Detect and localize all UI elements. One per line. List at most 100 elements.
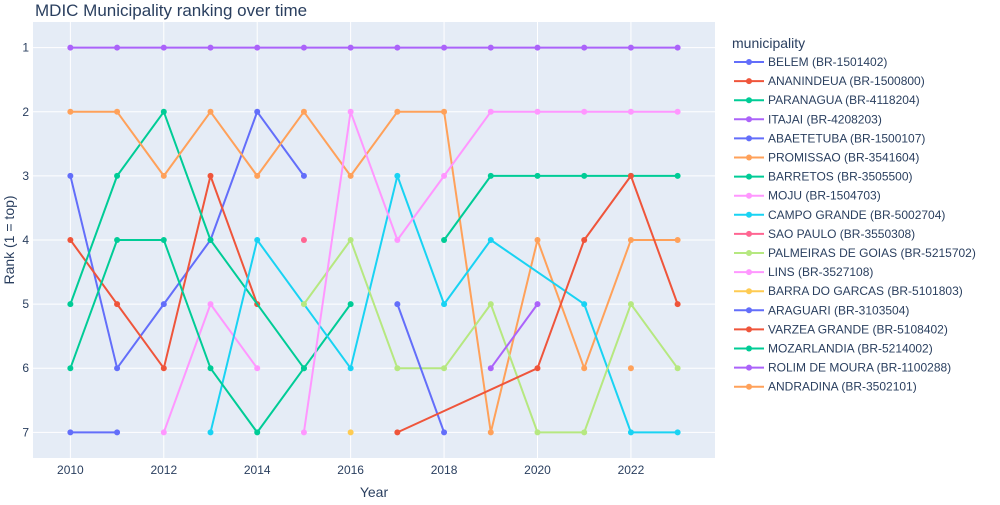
legend-item: BARRETOS (BR-3505500) <box>734 170 913 184</box>
data-point <box>114 172 121 179</box>
data-point <box>300 44 307 51</box>
data-point <box>534 429 541 436</box>
data-point <box>627 108 634 115</box>
data-point <box>581 429 588 436</box>
x-tick-label: 2022 <box>618 463 645 477</box>
data-point <box>581 172 588 179</box>
data-point <box>254 237 261 243</box>
legend-swatch-marker <box>746 364 752 371</box>
data-point <box>67 237 74 243</box>
legend-swatch-marker <box>746 97 752 104</box>
data-point <box>487 108 494 115</box>
legend-swatch-marker <box>746 154 752 161</box>
legend-label: BARRA DO GARCAS (BR-5101803) <box>768 284 963 298</box>
legend-item: LINS (BR-3527108) <box>734 265 873 279</box>
data-point <box>207 44 214 51</box>
data-point <box>674 172 681 179</box>
legend-swatch-marker <box>746 288 752 295</box>
legend-item: ANANINDEUA (BR-1500800) <box>734 74 925 88</box>
data-point <box>674 237 681 243</box>
series-11 <box>300 108 681 436</box>
y-tick-label: 5 <box>22 297 29 311</box>
series-10 <box>300 237 681 436</box>
data-point <box>254 365 261 372</box>
data-point <box>207 108 214 115</box>
data-point <box>394 237 401 243</box>
legend-label: MOJU (BR-1504703) <box>768 189 881 203</box>
x-tick-label: 2018 <box>431 463 458 477</box>
data-point <box>300 365 307 372</box>
data-point <box>67 108 74 115</box>
legend-item: SAO PAULO (BR-3550308) <box>734 227 915 241</box>
legend-item: ABAETETUBA (BR-1500107) <box>734 131 925 145</box>
data-point <box>441 237 448 243</box>
data-point <box>300 108 307 115</box>
data-point <box>207 301 214 308</box>
data-point <box>254 429 261 436</box>
series-15 <box>67 237 307 436</box>
series-7 <box>160 301 261 436</box>
x-tick-label: 2012 <box>150 463 177 477</box>
data-point <box>300 172 307 179</box>
data-point <box>487 301 494 308</box>
x-tick-label: 2010 <box>57 463 84 477</box>
series-9 <box>300 237 307 243</box>
data-point <box>114 44 121 51</box>
legend-label: ROLIM DE MOURA (BR-1100288) <box>768 361 951 375</box>
data-point <box>487 172 494 179</box>
series-line <box>443 174 678 241</box>
data-point <box>581 365 588 372</box>
legend-item: CAMPO GRANDE (BR-5002704) <box>734 208 945 222</box>
legend-swatch-marker <box>746 59 752 65</box>
legend-item: PARANAGUA (BR-4118204) <box>734 93 920 107</box>
y-axis-label: Rank (1 = top) <box>1 195 17 284</box>
data-point <box>581 301 588 308</box>
data-point <box>114 108 121 115</box>
legend-label: VARZEA GRANDE (BR-5108402) <box>768 322 948 336</box>
legend-swatch-marker <box>746 326 752 333</box>
legend-swatch-marker <box>746 383 752 390</box>
data-point <box>581 44 588 51</box>
data-point <box>254 44 261 51</box>
legend-label: PALMEIRAS DE GOIAS (BR-5215702) <box>768 246 976 260</box>
series-8 <box>207 172 681 436</box>
legend-label: LINS (BR-3527108) <box>768 265 873 279</box>
data-point <box>441 44 448 51</box>
legend-item: ARAGUARI (BR-3103504) <box>734 303 909 317</box>
data-point <box>160 429 167 436</box>
data-point <box>207 429 214 436</box>
data-point <box>394 301 401 308</box>
data-point <box>347 429 354 436</box>
data-point <box>674 365 681 372</box>
data-point <box>394 44 401 51</box>
legend-swatch-marker <box>746 135 752 142</box>
legend-swatch-marker <box>746 230 752 237</box>
data-point <box>674 301 681 308</box>
data-point <box>394 365 401 372</box>
data-point <box>254 172 261 179</box>
legend-label: SAO PAULO (BR-3550308) <box>768 227 915 241</box>
series-13 <box>394 301 448 436</box>
legend-item: VARZEA GRANDE (BR-5108402) <box>734 322 948 336</box>
data-point <box>67 172 74 179</box>
x-axis-ticks: 2010 2012 2014 2016 2018 2020 2022 <box>57 463 645 477</box>
series-line <box>69 239 305 434</box>
y-tick-label: 2 <box>22 105 29 119</box>
legend-swatch-marker <box>746 250 752 256</box>
legend-title: municipality <box>732 35 805 51</box>
legend-item: ROLIM DE MOURA (BR-1100288) <box>734 361 951 375</box>
legend-swatch-marker <box>746 192 752 199</box>
y-tick-label: 1 <box>22 41 29 55</box>
data-point <box>160 172 167 179</box>
legend-swatch-marker <box>746 269 752 276</box>
data-point <box>207 237 214 243</box>
x-tick-label: 2016 <box>337 463 364 477</box>
y-tick-label: 6 <box>22 361 29 375</box>
data-point <box>441 108 448 115</box>
data-point <box>347 301 354 308</box>
legend-item: ITAJAI (BR-4208203) <box>734 112 882 126</box>
y-tick-label: 7 <box>22 425 29 439</box>
data-point <box>627 365 634 372</box>
